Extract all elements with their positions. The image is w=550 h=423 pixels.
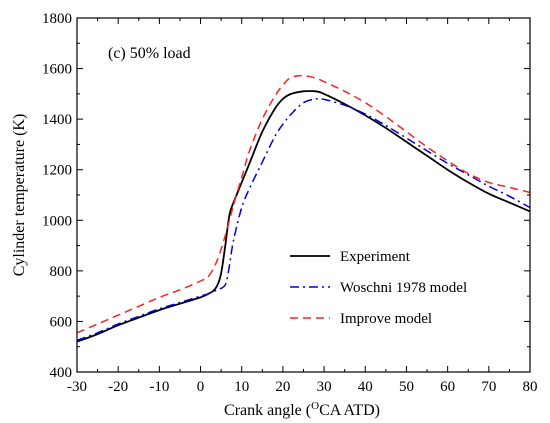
y-tick-label: 600 <box>50 314 73 330</box>
x-tick-label: 40 <box>358 379 373 395</box>
x-axis-label-prefix: Crank angle ( <box>224 402 311 419</box>
x-axis-label: Crank angle (OCA ATD) <box>224 400 380 419</box>
legend: Experiment Woschni 1978 model Improve mode… <box>290 249 467 327</box>
x-tick-label: -10 <box>149 379 169 395</box>
x-tick-label: -30 <box>67 379 87 395</box>
ticks-layer: -30 -20 -10 0 10 20 30 40 50 60 70 80 400 600 800 1000 1… <box>42 11 538 395</box>
y-axis-label: Cylinder temperature (K) <box>11 114 28 277</box>
series-line-3 <box>76 74 531 334</box>
y-tick-label: 400 <box>50 365 73 381</box>
y-tick-label: 1800 <box>42 11 72 27</box>
y-tick-label: 1400 <box>42 112 72 128</box>
x-tick-label: 80 <box>523 379 538 395</box>
legend-label-3: Improve model <box>340 311 432 327</box>
x-tick-label: 70 <box>481 379 496 395</box>
legend-label-1: Experiment <box>340 249 411 265</box>
x-tick-label: 20 <box>275 379 290 395</box>
legend-label-2: Woschni 1978 model <box>340 280 467 296</box>
x-tick-label: 50 <box>399 379 414 395</box>
chart-annotation: (c) 50% load <box>108 45 191 62</box>
y-tick-label: 1000 <box>42 213 72 229</box>
x-axis-label-suffix: CA ATD) <box>319 402 380 419</box>
series-line-1 <box>76 90 531 343</box>
x-tick-label: 0 <box>197 379 205 395</box>
y-tick-label: 1200 <box>42 163 72 179</box>
y-tick-label: 1600 <box>42 62 72 78</box>
series-layer <box>76 74 531 343</box>
series-line-2 <box>76 97 531 342</box>
x-tick-label: 10 <box>234 379 249 395</box>
y-tick-label: 800 <box>50 264 73 280</box>
x-tick-label: 60 <box>440 379 455 395</box>
x-tick-label: 30 <box>317 379 332 395</box>
x-axis-label-superscript: O <box>311 400 319 412</box>
x-tick-label: -20 <box>108 379 128 395</box>
